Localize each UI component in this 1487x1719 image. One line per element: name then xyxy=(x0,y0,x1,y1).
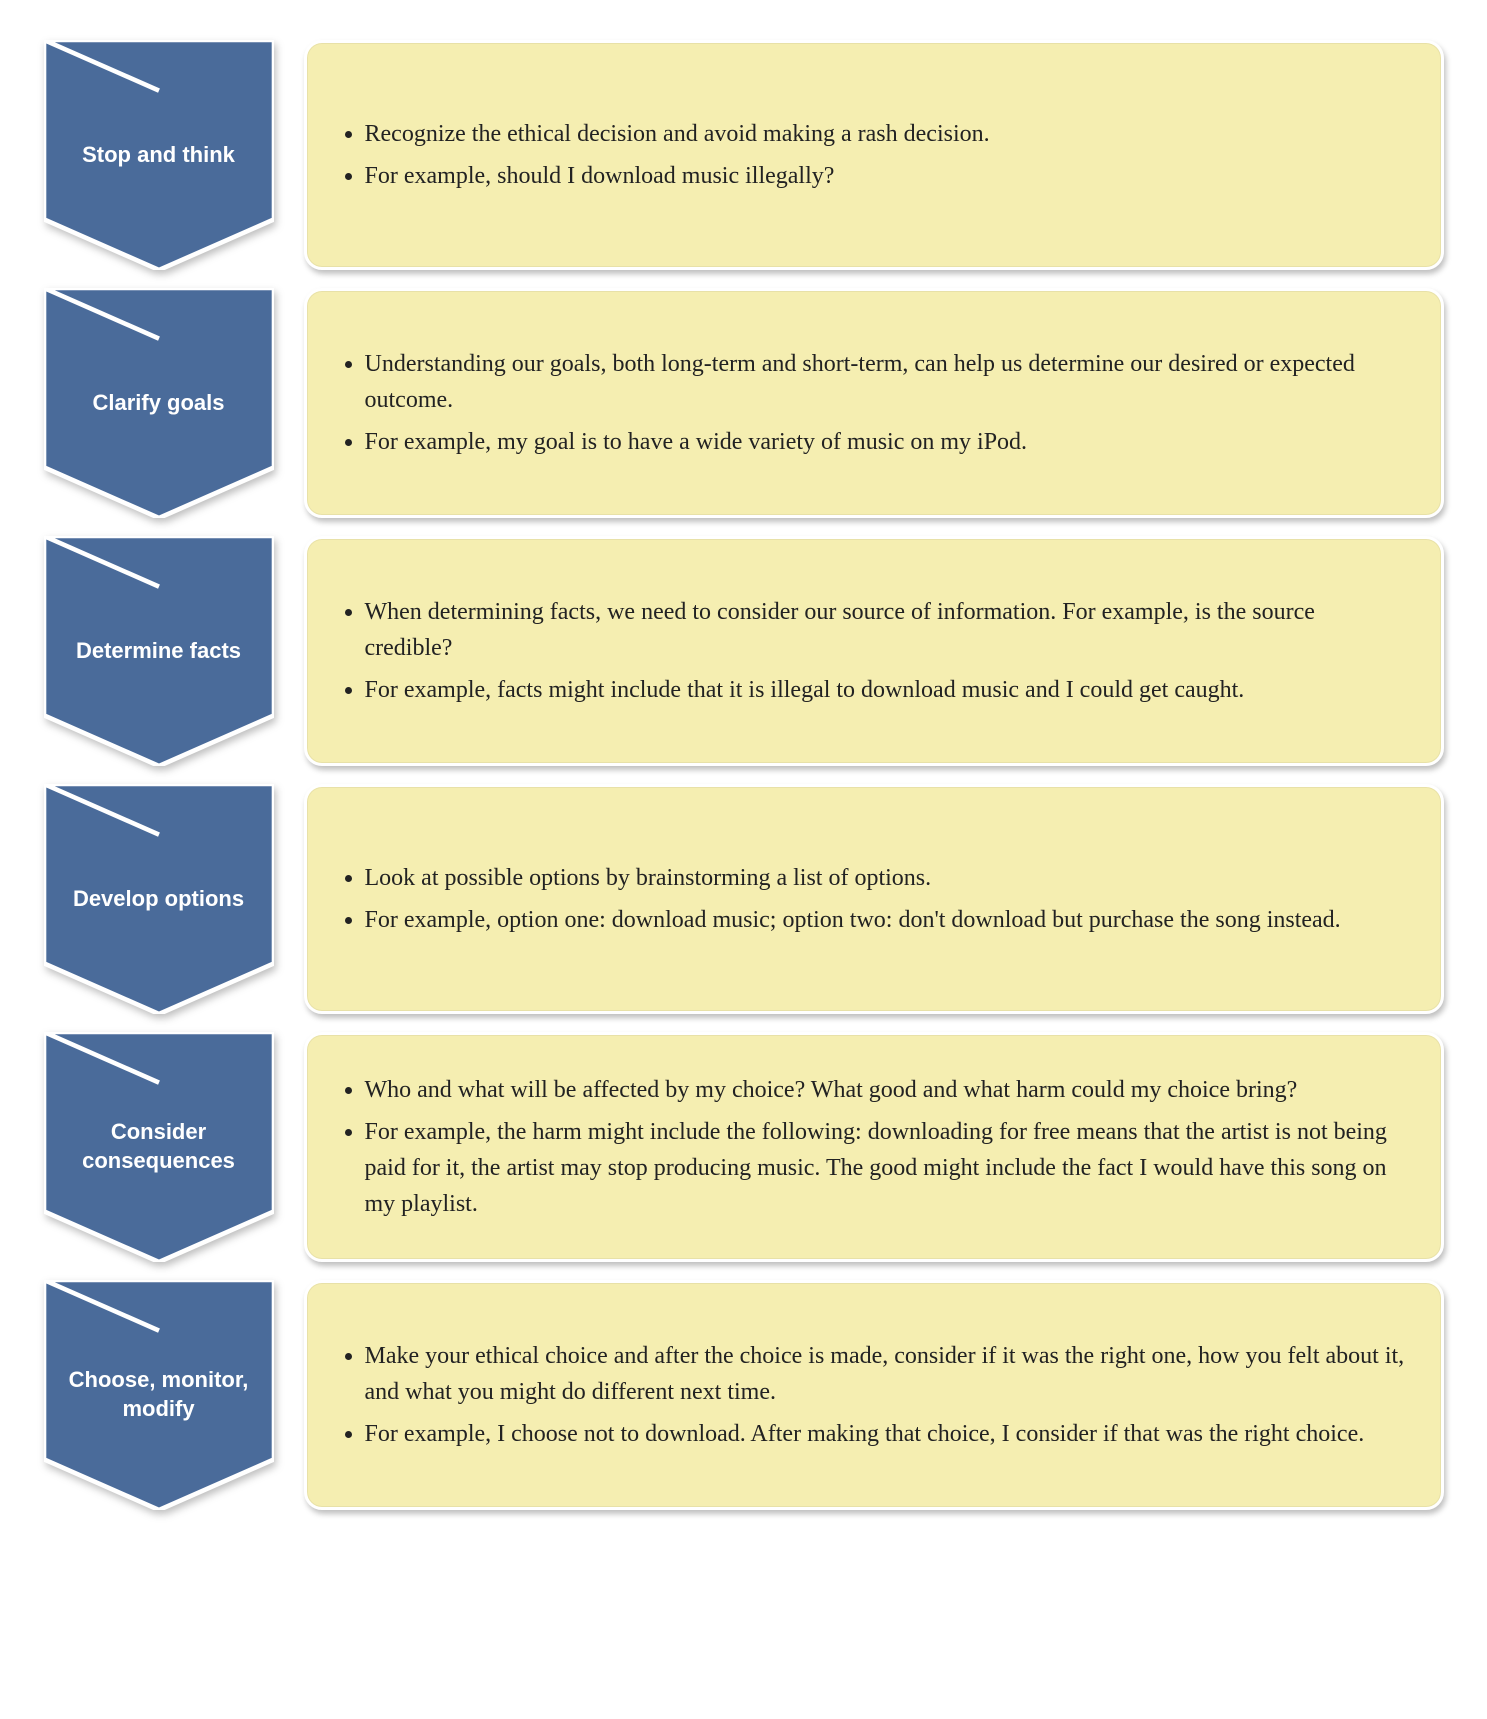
bullet-item: Make your ethical choice and after the c… xyxy=(365,1338,1407,1410)
chevron-icon xyxy=(44,536,274,766)
bullet-list: Make your ethical choice and after the c… xyxy=(341,1332,1407,1458)
step-row: Develop options Look at possible options… xyxy=(44,784,1444,1014)
bullet-item: For example, should I download music ill… xyxy=(365,158,990,194)
step-row: Determine facts When determining facts, … xyxy=(44,536,1444,766)
ethical-decision-flowchart: Stop and think Recognize the ethical dec… xyxy=(44,40,1444,1510)
step-row: Clarify goals Understanding our goals, b… xyxy=(44,288,1444,518)
bullet-item: When determining facts, we need to consi… xyxy=(365,594,1407,666)
description-box: Understanding our goals, both long-term … xyxy=(304,288,1444,518)
step-row: Stop and think Recognize the ethical dec… xyxy=(44,40,1444,270)
chevron-stop-and-think: Stop and think xyxy=(44,40,274,270)
bullet-item: For example, my goal is to have a wide v… xyxy=(365,424,1407,460)
bullet-item: For example, I choose not to download. A… xyxy=(365,1416,1407,1452)
description-box: Recognize the ethical decision and avoid… xyxy=(304,40,1444,270)
bullet-item: For example, the harm might include the … xyxy=(365,1114,1407,1222)
chevron-icon xyxy=(44,1280,274,1510)
bullet-list: Who and what will be affected by my choi… xyxy=(341,1066,1407,1228)
step-row: Choose, monitor, modify Make your ethica… xyxy=(44,1280,1444,1510)
chevron-icon xyxy=(44,1032,274,1262)
chevron-icon xyxy=(44,288,274,518)
description-box: Make your ethical choice and after the c… xyxy=(304,1280,1444,1510)
bullet-item: Understanding our goals, both long-term … xyxy=(365,346,1407,418)
bullet-list: Look at possible options by brainstormin… xyxy=(341,854,1341,944)
chevron-determine-facts: Determine facts xyxy=(44,536,274,766)
chevron-icon xyxy=(44,784,274,1014)
chevron-choose-monitor-modify: Choose, monitor, modify xyxy=(44,1280,274,1510)
chevron-icon xyxy=(44,40,274,270)
bullet-list: When determining facts, we need to consi… xyxy=(341,588,1407,714)
description-box: When determining facts, we need to consi… xyxy=(304,536,1444,766)
step-row: Consider consequences Who and what will … xyxy=(44,1032,1444,1262)
chevron-develop-options: Develop options xyxy=(44,784,274,1014)
description-box: Look at possible options by brainstormin… xyxy=(304,784,1444,1014)
chevron-clarify-goals: Clarify goals xyxy=(44,288,274,518)
bullet-item: For example, facts might include that it… xyxy=(365,672,1407,708)
bullet-item: Look at possible options by brainstormin… xyxy=(365,860,1341,896)
bullet-item: For example, option one: download music;… xyxy=(365,902,1341,938)
bullet-item: Recognize the ethical decision and avoid… xyxy=(365,116,990,152)
bullet-item: Who and what will be affected by my choi… xyxy=(365,1072,1407,1108)
chevron-consider-consequences: Consider consequences xyxy=(44,1032,274,1262)
description-box: Who and what will be affected by my choi… xyxy=(304,1032,1444,1262)
bullet-list: Recognize the ethical decision and avoid… xyxy=(341,110,990,200)
bullet-list: Understanding our goals, both long-term … xyxy=(341,340,1407,466)
